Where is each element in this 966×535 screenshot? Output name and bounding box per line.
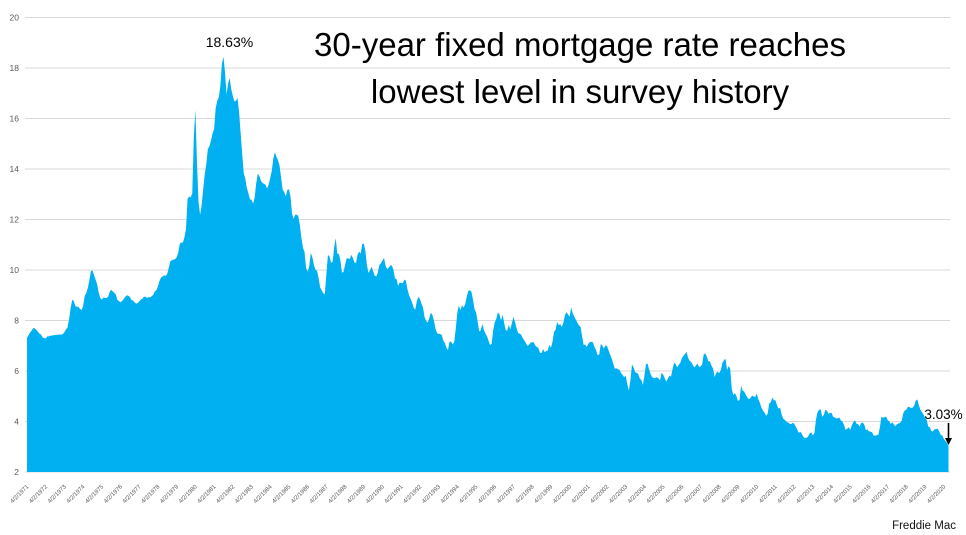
x-tick-label: 4/2/2006 [665, 484, 686, 505]
x-tick-label: 4/2/2020 [926, 484, 947, 505]
x-tick-label: 4/2/1973 [47, 484, 68, 505]
x-tick-label: 4/2/1999 [534, 484, 555, 505]
x-tick-label: 4/2/1979 [159, 484, 180, 505]
y-tick-label: 16 [10, 114, 20, 124]
x-tick-label: 4/2/2009 [721, 484, 742, 505]
x-tick-label: 4/2/1978 [141, 484, 162, 505]
x-tick-label: 4/2/1997 [496, 484, 517, 505]
x-tick-label: 4/2/2002 [590, 484, 611, 505]
rate-area-series [27, 56, 949, 472]
x-tick-label: 4/2/2017 [870, 484, 891, 505]
x-tick-label: 4/2/2018 [889, 484, 910, 505]
x-tick-label: 4/2/1982 [215, 484, 236, 505]
x-tick-label: 4/2/1980 [178, 484, 199, 505]
x-tick-label: 4/2/1994 [440, 484, 461, 505]
x-tick-label: 4/2/2013 [796, 484, 817, 505]
x-tick-label: 4/2/2008 [702, 484, 723, 505]
x-tick-label: 4/2/1988 [328, 484, 349, 505]
x-tick-label: 4/2/2010 [739, 484, 760, 505]
x-tick-label: 4/2/1992 [403, 484, 424, 505]
x-tick-label: 4/2/1993 [421, 484, 442, 505]
x-tick-label: 4/2/1996 [477, 484, 498, 505]
y-tick-label: 14 [10, 164, 20, 174]
x-tick-label: 4/2/1987 [309, 484, 330, 505]
x-tick-label: 4/2/2001 [571, 484, 592, 505]
x-tick-label: 4/2/1986 [290, 484, 311, 505]
x-tick-label: 4/2/1975 [84, 484, 105, 505]
y-tick-label: 12 [10, 215, 20, 225]
y-tick-label: 10 [10, 265, 20, 275]
peak-annotation-label: 18.63% [206, 34, 253, 50]
x-tick-label: 4/2/2019 [908, 484, 929, 505]
x-tick-label: 4/2/1998 [515, 484, 536, 505]
source-label: Freddie Mac [892, 520, 956, 532]
x-tick-label: 4/2/2014 [814, 484, 835, 505]
y-tick-label: 20 [10, 13, 20, 23]
x-tick-label: 4/2/2012 [777, 484, 798, 505]
x-tick-label: 4/2/1991 [384, 484, 405, 505]
x-tick-label: 4/2/2004 [627, 484, 648, 505]
x-tick-label: 4/2/2005 [646, 484, 667, 505]
x-tick-label: 4/2/2016 [852, 484, 873, 505]
x-tick-label: 4/2/2007 [683, 484, 704, 505]
x-tick-label: 4/2/1974 [66, 484, 87, 505]
x-tick-label: 4/2/1972 [28, 484, 49, 505]
x-tick-label: 4/2/1977 [122, 484, 143, 505]
y-tick-label: 4 [14, 417, 19, 427]
x-tick-label: 4/2/1989 [346, 484, 367, 505]
x-tick-label: 4/2/1971 [10, 484, 31, 505]
x-tick-label: 4/2/1976 [103, 484, 124, 505]
x-tick-label: 4/2/1995 [459, 484, 480, 505]
x-tick-label: 4/2/1984 [253, 484, 274, 505]
down-arrow-head-icon [945, 437, 952, 445]
y-tick-label: 6 [14, 366, 19, 376]
x-tick-label: 4/2/1990 [365, 484, 386, 505]
x-tick-label: 4/2/2011 [758, 484, 779, 505]
x-tick-label: 4/2/1985 [272, 484, 293, 505]
x-tick-label: 4/2/2003 [608, 484, 629, 505]
x-tick-label: 4/2/2000 [552, 484, 573, 505]
x-tick-label: 4/2/1983 [234, 484, 255, 505]
x-tick-label: 4/2/1981 [197, 484, 218, 505]
y-tick-label: 8 [14, 316, 19, 326]
y-tick-label: 2 [14, 467, 19, 477]
x-tick-label: 4/2/2015 [833, 484, 854, 505]
y-tick-label: 18 [10, 63, 20, 73]
low-annotation-label: 3.03% [924, 407, 962, 422]
